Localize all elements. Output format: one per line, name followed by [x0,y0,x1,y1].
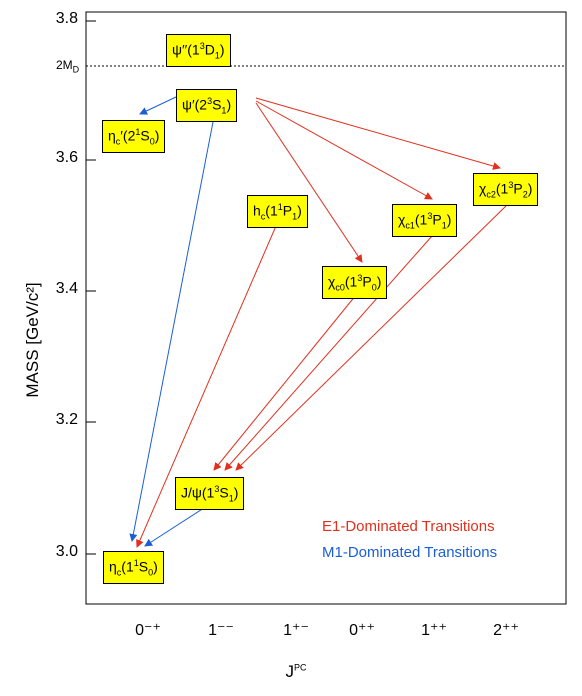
plot-frame [85,11,567,605]
y-tick-label: 3.0 [55,543,78,560]
transition-arrow-psi2s-to-etac [129,121,214,542]
x-tick-label: 0⁻⁺ [135,622,161,639]
transition-arrow-hc-to-etac [136,225,277,548]
threshold-label: 2MD [56,58,80,75]
state-chic1: χc1(13P1) [392,204,458,238]
transition-arrow-jpsi-to-etac [144,505,208,547]
legend-m1: M1-Dominated Transitions [322,544,498,561]
transition-arrow-chic2-to-jpsi [235,203,509,471]
x-tick-label: 1⁺⁺ [421,622,447,639]
y-tick-label: 3.6 [55,149,78,166]
transition-arrow-chic1-to-jpsi [224,235,433,471]
transition-arrow-chic0-to-jpsi [213,294,357,471]
state-psi2s: ψ′(23S1) [176,89,238,123]
state-etac: ηc(11S0) [103,551,164,585]
x-tick-label: 1⁺⁻ [283,622,309,639]
transition-arrow-psi2s-to-etac2s [139,96,177,115]
y-tick-label: 3.4 [55,280,78,297]
state-etac2s: ηc′(21S0) [102,120,166,154]
state-jpsi: J/ψ(13S1) [175,477,245,511]
y-axis-title: MASS [GeV/c²] [23,282,42,398]
transition-arrow-psi2s-to-chic0 [255,102,363,263]
state-hc: hc(11P1) [247,195,308,229]
x-tick-label: 2⁺⁺ [493,622,519,639]
x-tick-label: 1⁻⁻ [208,622,234,639]
state-chic0: χc0(13P0) [322,266,388,300]
y-tick-label: 3.8 [55,10,78,27]
transition-arrow-psi2s-to-chic2 [255,97,501,170]
x-tick-label: 0⁺⁺ [349,622,375,639]
x-axis-title: JPC [285,662,307,681]
state-chic2: χc2(13P2) [473,173,539,207]
state-psi3770: ψ′′(13D1) [166,34,231,68]
transition-arrow-psi2s-to-chic1 [255,100,433,200]
y-tick-label: 3.2 [55,411,78,428]
legend-e1: E1-Dominated Transitions [322,518,495,535]
